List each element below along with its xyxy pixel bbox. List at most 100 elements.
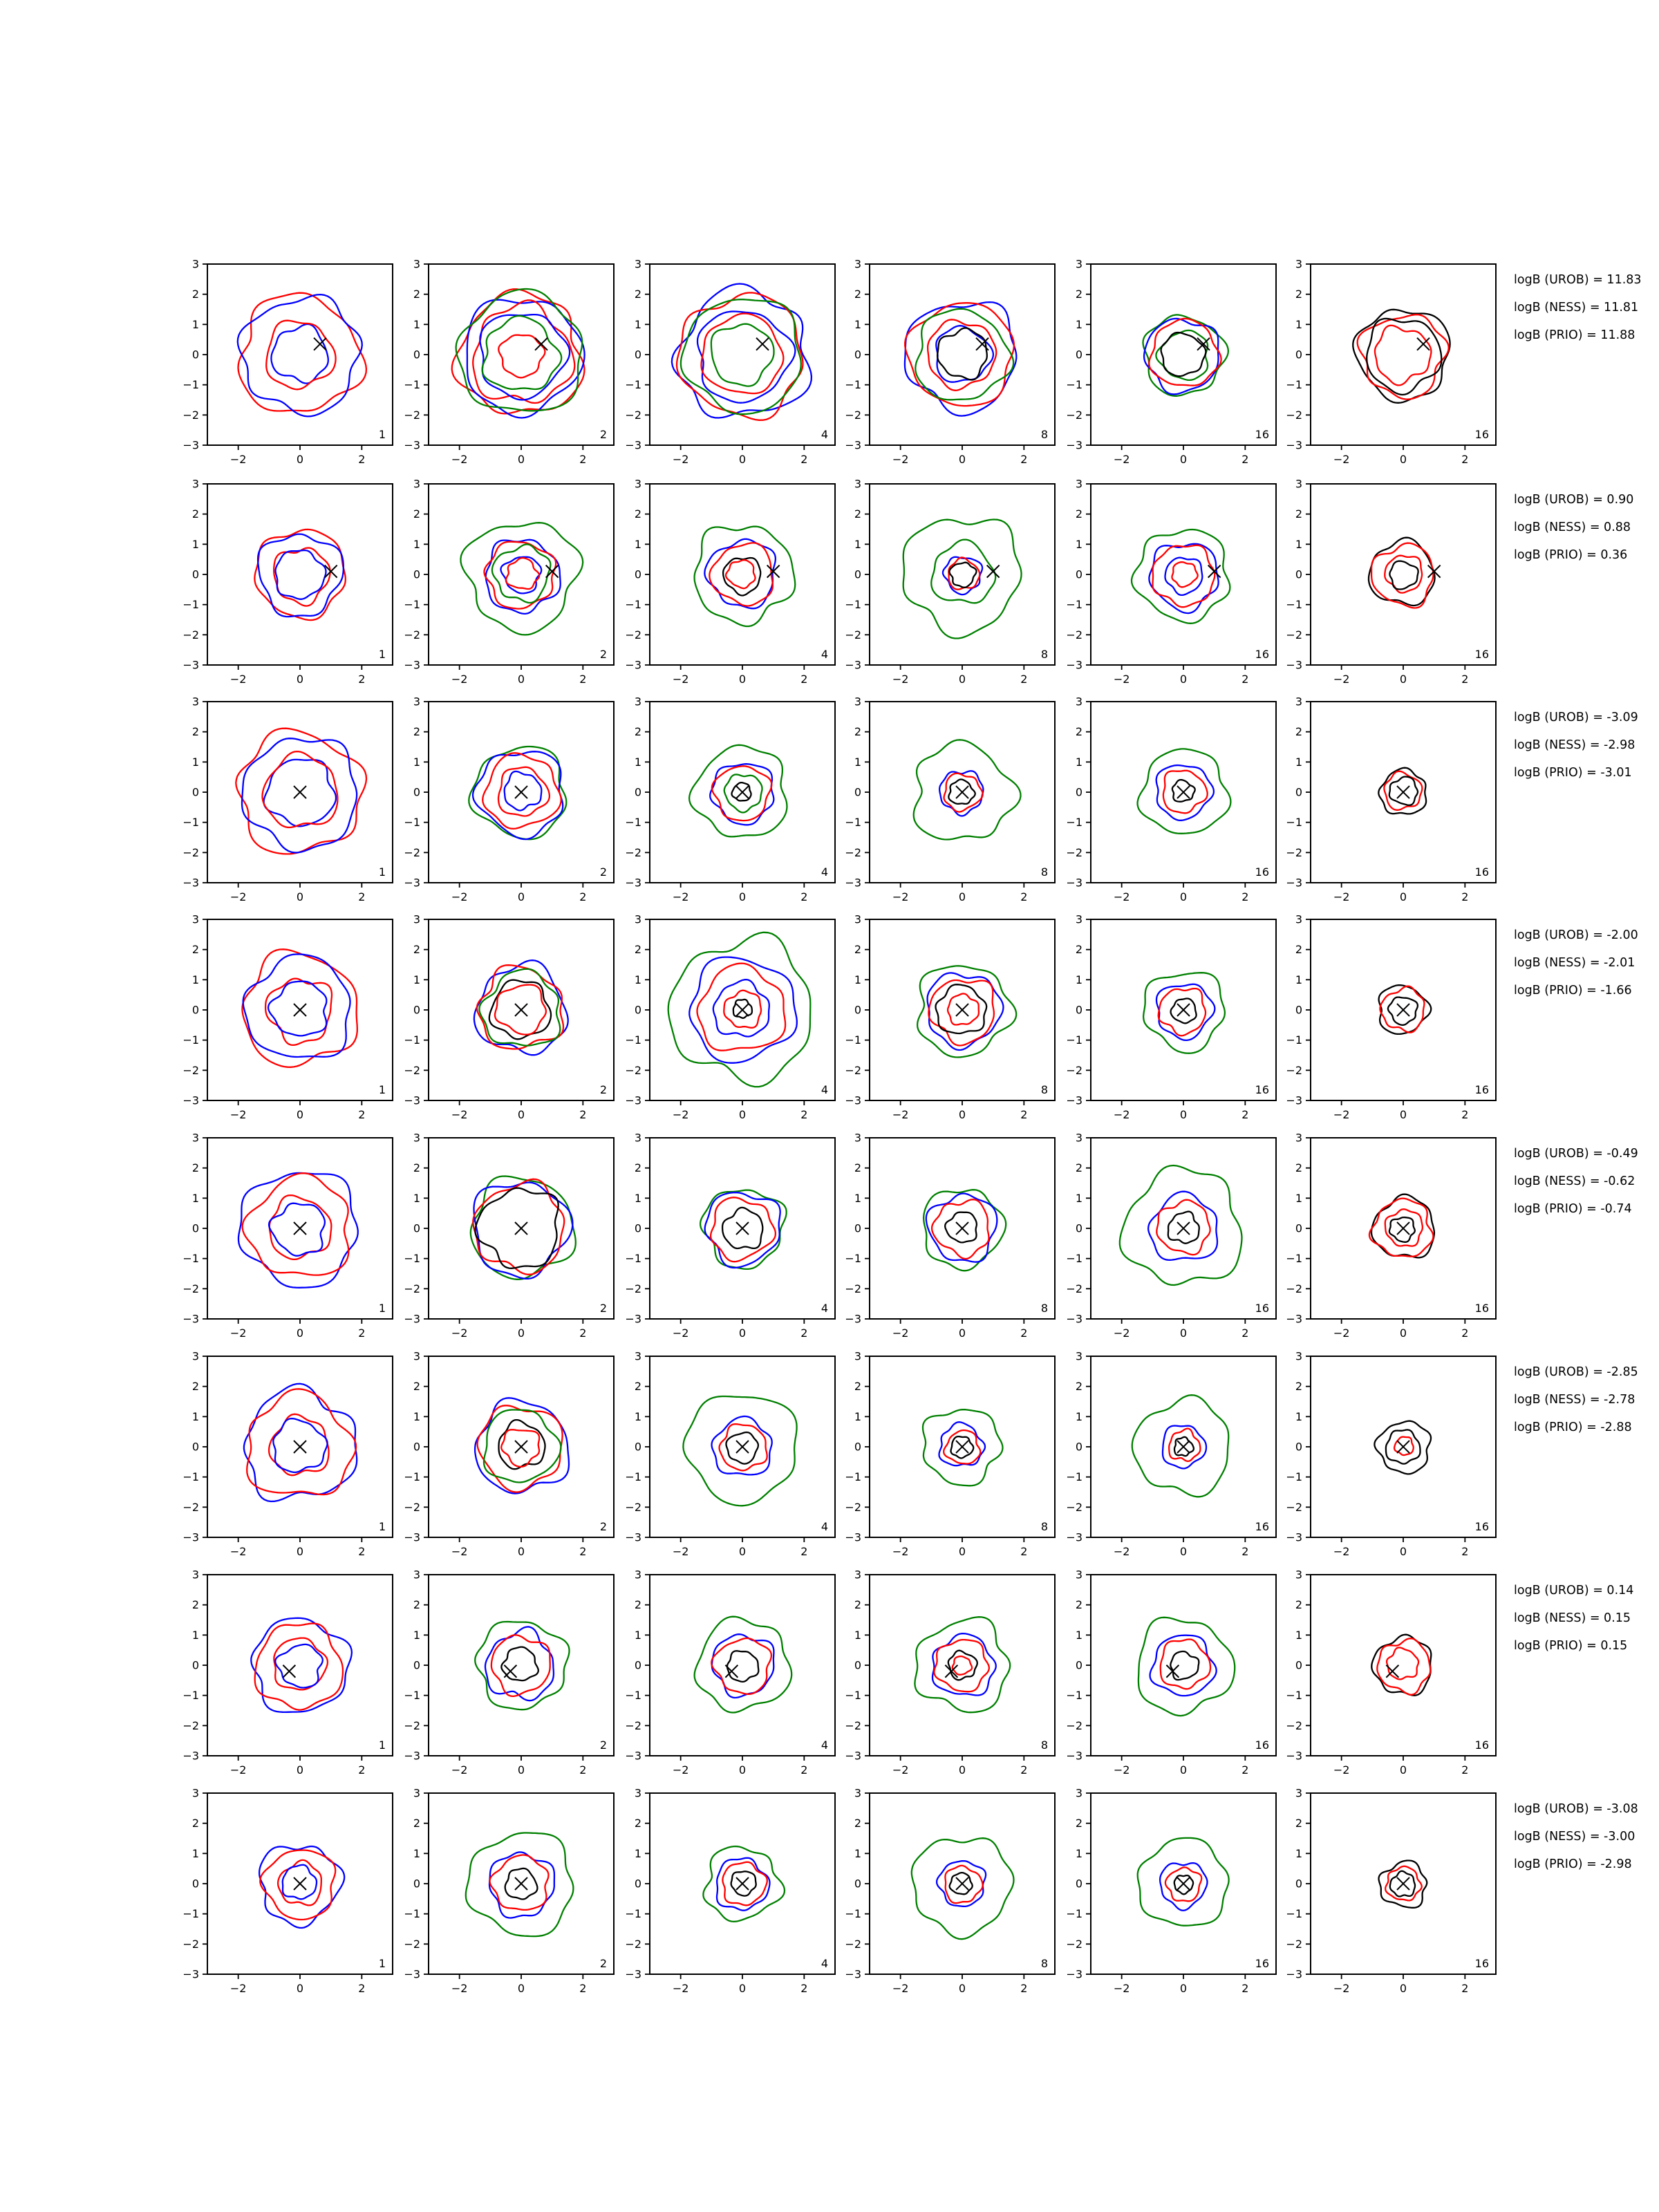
y-tick-label: −1 [625,1252,641,1265]
x-tick-label: 2 [579,453,586,466]
y-tick-label: 3 [192,1350,199,1363]
x-tick-label: −2 [1114,1545,1130,1558]
y-tick-label: 2 [413,1161,420,1174]
x-tick-label: 0 [739,673,746,686]
y-tick-label: −2 [845,846,861,859]
x-tick-label: 0 [1180,1763,1187,1777]
y-tick-label: 2 [413,943,420,956]
y-tick-label: 2 [192,725,199,738]
y-tick-label: 3 [854,1132,861,1145]
contour-black [1387,996,1419,1027]
y-tick-label: 1 [1295,1410,1302,1423]
y-tick-label: 3 [1295,1132,1302,1145]
x-tick-label: 2 [800,1763,807,1777]
contour-black [1385,1429,1421,1465]
y-tick-label: 1 [1295,756,1302,769]
contour-blue [267,980,328,1037]
y-tick-label: 1 [635,1847,641,1860]
y-tick-label: −3 [845,1094,861,1107]
contour-group [922,1189,1007,1272]
y-tick-label: −2 [625,409,641,422]
y-tick-label: 3 [854,1787,861,1800]
x-tick-label: 0 [1180,453,1187,466]
contour-black [726,1650,760,1683]
contour-green [688,744,788,838]
panel-count-label: 8 [1041,1957,1048,1970]
contour-group [241,948,358,1068]
y-tick-label: −1 [404,1907,420,1920]
contour-green [922,1189,1007,1272]
y-tick-label: −3 [1286,877,1302,890]
y-tick-label: −1 [404,816,420,829]
contour-red [951,1655,973,1676]
y-tick-label: 3 [192,1787,199,1800]
panel-count-label: 16 [1255,865,1269,879]
x-tick-label: 2 [800,890,807,903]
x-tick-label: 0 [518,890,525,903]
y-tick-label: 3 [854,913,861,926]
y-tick-label: −3 [1286,1094,1302,1107]
y-tick-label: 1 [854,1847,861,1860]
x-tick-label: −2 [1333,1982,1350,1995]
x-tick-label: 0 [739,1763,746,1777]
contour-green [667,931,812,1088]
subplot-r1-c4: −2 0 2 −3 −2 −1 0 1 2 3 8 [845,258,1056,466]
subplot-r6-c4: −2 0 2 −3 −2 −1 0 1 2 3 8 [845,1350,1056,1558]
y-tick-label: 2 [192,1598,199,1611]
x-tick-label: −2 [230,1327,247,1340]
contour-green [693,525,796,628]
y-tick-label: −3 [1066,1094,1082,1107]
y-tick-label: 2 [854,1598,861,1611]
subplot-r2-c6: −2 0 2 −3 −2 −1 0 1 2 3 16 [1286,478,1497,686]
contour-red [709,542,774,607]
y-tick-label: −1 [845,1907,861,1920]
axes-frame [207,263,393,446]
x-tick-label: 0 [739,453,746,466]
panel-count-label: 16 [1255,1083,1269,1096]
contour-black [1374,1420,1432,1475]
y-tick-label: −2 [1066,1282,1082,1295]
logb-annotation: logB (NESS) = -3.00 [1514,1830,1635,1844]
y-tick-label: −3 [625,1313,641,1326]
y-tick-label: 2 [635,1380,641,1393]
x-tick-label: −2 [1333,1327,1350,1340]
y-tick-label: 1 [413,973,420,986]
contour-blue [237,1172,359,1288]
x-tick-label: 2 [358,673,365,686]
y-tick-label: 0 [635,568,641,581]
contour-black [1167,1210,1200,1244]
y-tick-label: 3 [192,695,199,709]
logb-annotation: logB (PRIO) = -2.88 [1514,1421,1632,1434]
panel-count-label: 16 [1255,1957,1269,1970]
x-marker [282,1665,297,1678]
panel-count-label: 8 [1041,648,1048,661]
x-tick-label: 2 [1020,1327,1027,1340]
x-tick-label: 2 [1241,453,1248,466]
contour-red [246,1388,357,1496]
contour-black [948,1871,973,1895]
subplot-r5-c6: −2 0 2 −3 −2 −1 0 1 2 3 16 [1286,1132,1497,1340]
contour-black [1160,331,1207,377]
y-tick-label: 2 [854,507,861,521]
y-tick-label: 3 [413,695,420,709]
contour-green [1142,972,1226,1054]
y-tick-label: 3 [1076,695,1082,709]
contour-black [730,1871,757,1897]
y-tick-label: 0 [1076,568,1082,581]
contour-red [497,766,551,817]
subplot-r4-c1: −2 0 2 −3 −2 −1 0 1 2 3 1 [182,913,393,1121]
panel-count-label: 2 [600,1302,607,1315]
x-marker [1177,785,1190,799]
x-marker [324,564,338,579]
axes-frame [1310,1574,1497,1756]
contour-red [472,299,576,404]
x-marker [756,337,769,351]
y-tick-label: 1 [413,1192,420,1205]
x-marker [313,337,327,351]
x-marker [944,1665,959,1678]
contour-red [1164,1866,1203,1902]
panel-count-label: 16 [1475,1520,1489,1533]
contour-green [468,745,568,841]
contour-green [1155,329,1209,382]
